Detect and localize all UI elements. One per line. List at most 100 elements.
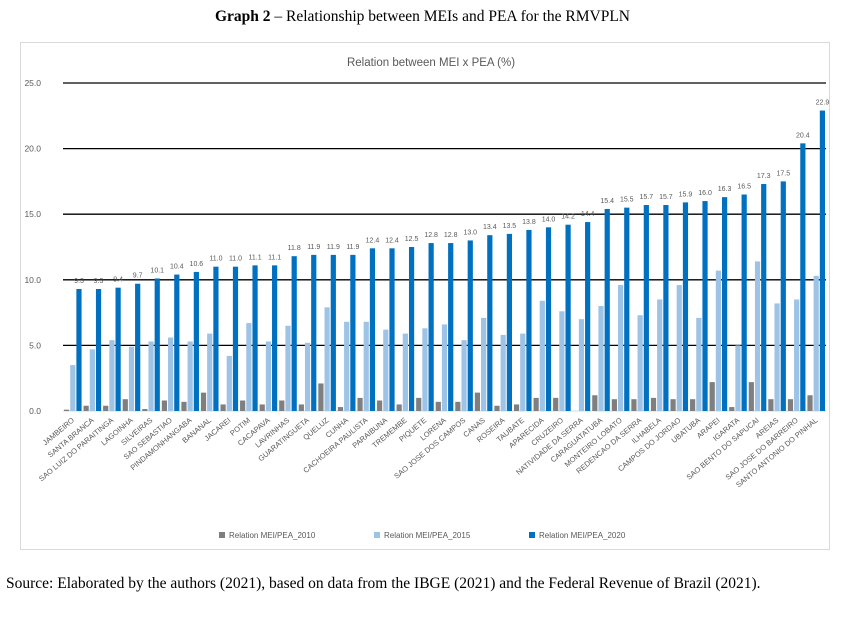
chart-container: Relation between MEI x PEA (%) 0.0 5.0 10.…: [20, 42, 830, 550]
bar-relation-mei-pea-2020: [174, 274, 180, 411]
bar-relation-mei-pea-2015: [520, 333, 526, 411]
bar-relation-mei-pea-2020: [780, 181, 786, 411]
bar-relation-mei-pea-2020: [369, 248, 376, 411]
bar-relation-mei-pea-2020: [506, 233, 512, 411]
bar-relation-mei-pea-2020: [311, 254, 317, 411]
data-label: 12.8: [424, 232, 438, 239]
data-label: 14.0: [542, 216, 556, 223]
bar-relation-mei-pea-2010: [161, 400, 168, 411]
bar-relation-mei-pea-2010: [787, 399, 794, 411]
y-tick-label: 10.0: [24, 275, 41, 285]
bar-relation-mei-pea-2010: [337, 407, 344, 411]
bar-relation-mei-pea-2020: [448, 243, 454, 411]
bar-relation-mei-pea-2015: [696, 317, 702, 411]
bar-relation-mei-pea-2015: [676, 285, 682, 411]
bar-relation-mei-pea-2015: [168, 337, 174, 411]
data-label: 9.7: [133, 273, 143, 280]
bar-relation-mei-pea-2015: [500, 334, 506, 411]
data-label: 13.4: [483, 224, 497, 231]
legend-swatch: [374, 532, 380, 538]
bar-relation-mei-pea-2010: [122, 399, 128, 411]
bar-relation-mei-pea-2020: [682, 202, 689, 411]
bar-relation-mei-pea-2010: [650, 397, 657, 411]
bar-relation-mei-pea-2015: [70, 365, 76, 411]
bar-relation-mei-pea-2010: [474, 392, 481, 411]
bar-relation-mei-pea-2015: [109, 340, 115, 411]
bar-relation-mei-pea-2020: [330, 254, 336, 411]
data-label: 15.9: [679, 191, 693, 198]
bar-relation-mei-pea-2015: [246, 323, 252, 411]
bar-relation-mei-pea-2015: [481, 317, 487, 411]
legend-swatch: [529, 532, 535, 538]
legend-label: Relation MEI/PEA_2015: [384, 531, 471, 540]
bar-relation-mei-pea-2020: [604, 208, 610, 411]
bar-relation-mei-pea-2015: [637, 315, 643, 411]
data-label: 17.3: [757, 173, 771, 180]
bar-relation-mei-pea-2020: [232, 266, 239, 411]
y-tick-label: 0.0: [29, 406, 41, 416]
bar-relation-mei-pea-2010: [435, 401, 441, 411]
bar-relation-mei-pea-2020: [428, 243, 434, 411]
data-label: 22.9: [816, 100, 829, 107]
caption-label: Graph 2: [214, 8, 271, 25]
data-label: 15.4: [600, 198, 614, 205]
bar-relation-mei-pea-2020: [291, 256, 297, 411]
bar-relation-mei-pea-2020: [135, 283, 141, 411]
bar-relation-mei-pea-2020: [467, 240, 473, 411]
bar-relation-mei-pea-2020: [585, 222, 591, 411]
bar-relation-mei-pea-2010: [63, 409, 70, 411]
bar-relation-mei-pea-2020: [115, 287, 121, 411]
data-label: 13.0: [463, 229, 477, 236]
bar-relation-mei-pea-2015: [813, 275, 819, 411]
bar-relation-mei-pea-2015: [344, 321, 350, 411]
bar-relation-mei-pea-2015: [226, 355, 232, 411]
bar-relation-mei-pea-2015: [363, 321, 369, 411]
bar-relation-mei-pea-2010: [103, 405, 109, 411]
data-label: 10.1: [150, 267, 164, 274]
bar-relation-mei-pea-2020: [565, 224, 571, 411]
data-label: 15.7: [659, 194, 673, 201]
bar-relation-mei-pea-2015: [207, 333, 213, 411]
bar-relation-mei-pea-2015: [187, 341, 193, 411]
data-label: 12.8: [444, 232, 458, 239]
bar-relation-mei-pea-2020: [819, 110, 826, 411]
bar-relation-mei-pea-2015: [715, 270, 721, 411]
data-label: 9.4: [113, 277, 123, 284]
bar-relation-mei-pea-2015: [657, 299, 663, 411]
bar-relation-mei-pea-2015: [148, 341, 154, 411]
bar-relation-mei-pea-2020: [408, 247, 415, 411]
data-label: 11.9: [307, 244, 320, 251]
bar-relation-mei-pea-2020: [252, 265, 258, 411]
bar-relation-mei-pea-2010: [181, 401, 187, 411]
bar-relation-mei-pea-2010: [455, 401, 461, 411]
data-label: 20.4: [796, 132, 810, 139]
bar-relation-mei-pea-2010: [533, 397, 539, 411]
data-label: 14.4: [581, 211, 595, 218]
y-tick-label: 20.0: [24, 144, 41, 154]
bar-relation-mei-pea-2015: [617, 285, 624, 411]
data-label: 11.9: [327, 244, 340, 251]
bar-relation-mei-pea-2015: [89, 349, 95, 411]
data-label: 9.3: [94, 278, 104, 285]
bar-relation-mei-pea-2020: [761, 184, 767, 411]
data-label: 11.1: [268, 254, 281, 261]
data-label: 11.8: [288, 245, 301, 252]
legend-label: Relation MEI/PEA_2010: [229, 531, 316, 540]
bar-relation-mei-pea-2010: [240, 400, 246, 411]
bar-relation-mei-pea-2020: [624, 207, 630, 411]
bar-relation-mei-pea-2010: [83, 405, 89, 411]
bar-relation-mei-pea-2010: [768, 399, 774, 411]
data-label: 11.1: [249, 254, 262, 261]
bar-relation-mei-pea-2020: [389, 248, 395, 411]
bar-relation-mei-pea-2010: [279, 400, 285, 411]
data-label: 11.0: [209, 256, 222, 263]
data-label: 14.2: [561, 214, 575, 221]
legend-swatch: [219, 532, 225, 538]
bar-relation-mei-pea-2020: [663, 205, 669, 411]
bar-relation-mei-pea-2010: [709, 382, 715, 411]
bar-relation-mei-pea-2015: [402, 333, 408, 411]
data-label: 15.5: [620, 197, 634, 204]
bar-relation-mei-pea-2010: [259, 404, 265, 411]
data-label: 10.6: [190, 261, 204, 268]
bar-relation-mei-pea-2010: [670, 399, 676, 411]
